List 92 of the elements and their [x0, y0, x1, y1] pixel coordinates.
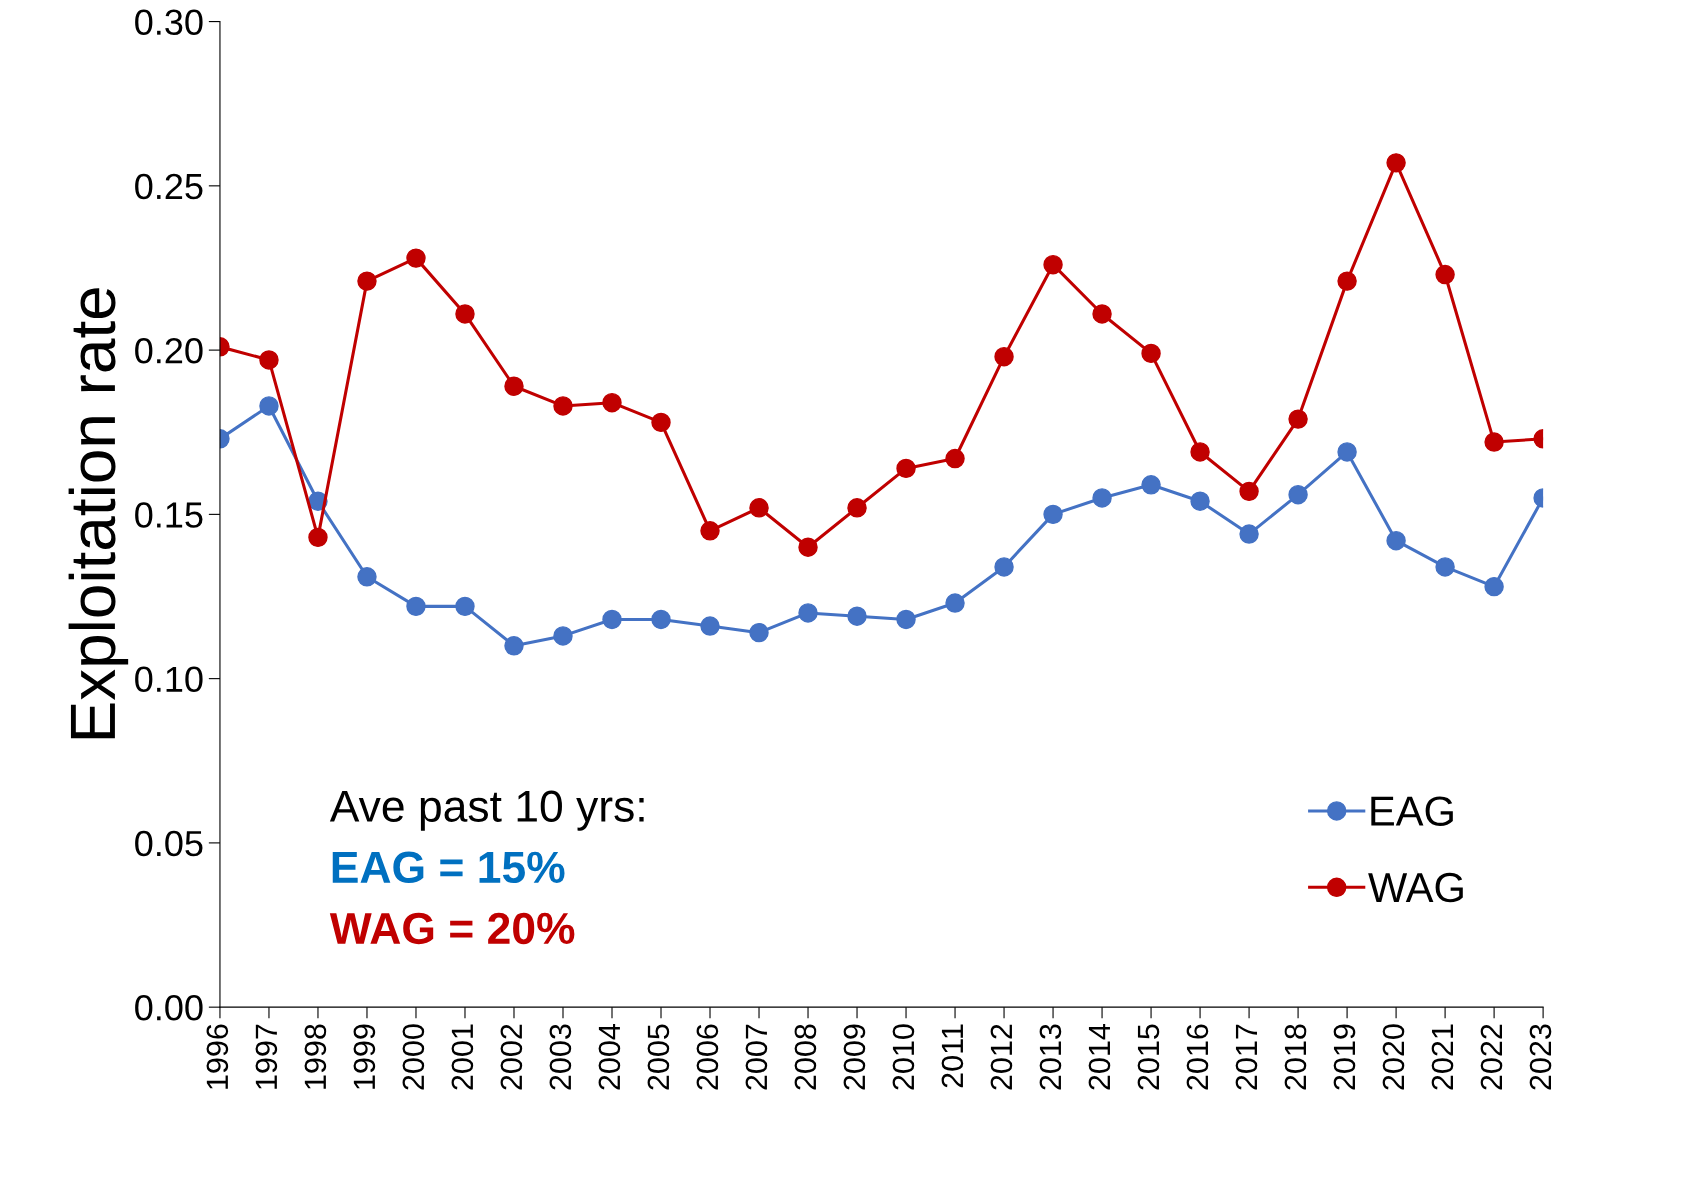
point: [1386, 530, 1406, 551]
point: [357, 271, 377, 291]
x-tick-label: 2023: [1529, 1024, 1552, 1090]
point: [553, 396, 573, 416]
point: [651, 609, 671, 630]
point: [1435, 264, 1455, 285]
x-tick-label: 2021: [1431, 1024, 1454, 1090]
point: [259, 396, 279, 416]
point: [455, 304, 475, 324]
point: [798, 603, 818, 623]
x-tick-label: 2014: [1088, 1024, 1111, 1090]
x-tick-label: 2018: [1284, 1024, 1307, 1090]
y-tick-label: 0.05: [135, 830, 203, 857]
point: [504, 636, 524, 656]
x-tick-label: 2010: [892, 1024, 915, 1090]
point: [308, 527, 328, 548]
point: [1092, 488, 1112, 508]
x-tick-label: 2004: [598, 1024, 621, 1090]
point: [1386, 153, 1406, 173]
point: [553, 626, 573, 646]
x-tick-label: 1998: [304, 1024, 327, 1089]
point: [1043, 504, 1063, 525]
x-tick-label: 2019: [1333, 1024, 1356, 1090]
y-axis-title: Exploitation rate: [68, 288, 129, 739]
x-tick-label: 1997: [255, 1024, 278, 1089]
point: [700, 616, 720, 636]
point: [1239, 481, 1259, 502]
point: [455, 596, 475, 617]
point: [1484, 576, 1504, 597]
point: [700, 521, 720, 541]
legend-label: WAG: [1368, 872, 1463, 903]
point: [1092, 304, 1112, 324]
x-tick-label: 2017: [1235, 1024, 1258, 1090]
point: [749, 498, 769, 518]
x-tick-label: 1996: [206, 1024, 229, 1089]
x-tick-label: 2003: [549, 1024, 572, 1090]
point: [1337, 271, 1357, 291]
annotation: WAG = 20%: [329, 912, 575, 945]
point: [896, 458, 916, 479]
x-tick-label: 2000: [402, 1024, 425, 1090]
point: [1484, 432, 1504, 452]
point: [847, 498, 867, 518]
y-tick-label: 0.25: [135, 173, 203, 200]
x-tick-label: 2008: [794, 1024, 817, 1090]
x-tick-label: 2020: [1382, 1024, 1405, 1090]
x-tick-label: 2006: [696, 1024, 719, 1090]
point: [994, 346, 1014, 367]
x-tick-label: 2012: [990, 1024, 1013, 1090]
y-tick-label: 0.00: [135, 995, 203, 1021]
x-tick-label: 2015: [1137, 1024, 1160, 1090]
point: [994, 557, 1014, 577]
y-tick-label: 0.20: [135, 337, 203, 364]
point: [896, 609, 916, 630]
x-tick-label: 2011: [941, 1024, 964, 1088]
point: [1337, 442, 1357, 462]
point: [651, 412, 671, 433]
annotation: Ave past 10 yrs:: [329, 790, 644, 831]
x-tick-label: 2013: [1039, 1024, 1062, 1090]
point: [945, 448, 965, 469]
point: [406, 596, 426, 617]
x-tick-label: 2002: [500, 1024, 523, 1090]
x-tick-label: 2005: [647, 1024, 670, 1090]
point: [1239, 524, 1259, 544]
point: [749, 622, 769, 643]
point: [1190, 442, 1210, 462]
point: [406, 248, 426, 268]
x-tick-label: 2022: [1480, 1024, 1503, 1090]
x-tick-label: 2001: [451, 1024, 474, 1090]
point: [945, 593, 965, 613]
legend-label: EAG: [1371, 796, 1453, 826]
point: [1288, 484, 1308, 505]
x-tick-label: 1999: [353, 1024, 376, 1089]
x-tick-label: 2009: [843, 1024, 866, 1090]
annotation: EAG = 15%: [332, 851, 565, 884]
point: [1435, 557, 1455, 577]
y-tick-label: 0.30: [135, 9, 203, 36]
y-tick-label: 0.10: [135, 666, 203, 693]
point: [259, 350, 279, 370]
point: [798, 537, 818, 557]
point: [1288, 409, 1308, 429]
x-tick-label: 2016: [1186, 1024, 1209, 1090]
point: [1190, 491, 1210, 511]
x-tick-label: 2007: [745, 1024, 768, 1090]
point: [602, 609, 622, 630]
point: [357, 567, 377, 587]
point: [504, 376, 524, 396]
point: [847, 606, 867, 626]
point: [1141, 475, 1161, 495]
y-tick-label: 0.15: [135, 502, 203, 528]
point: [1141, 343, 1161, 364]
point: [1043, 254, 1063, 275]
point: [602, 392, 622, 413]
